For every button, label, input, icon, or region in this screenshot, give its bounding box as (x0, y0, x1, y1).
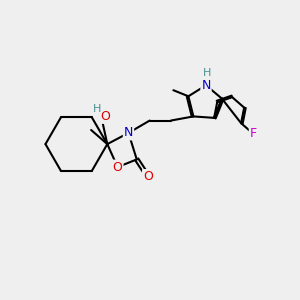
Text: O: O (143, 170, 153, 183)
Text: O: O (113, 160, 122, 174)
Text: H: H (203, 68, 211, 78)
Text: O: O (100, 110, 110, 123)
Text: N: N (201, 79, 211, 92)
Text: F: F (250, 127, 257, 140)
Text: N: N (124, 126, 133, 140)
Text: H: H (92, 104, 101, 114)
